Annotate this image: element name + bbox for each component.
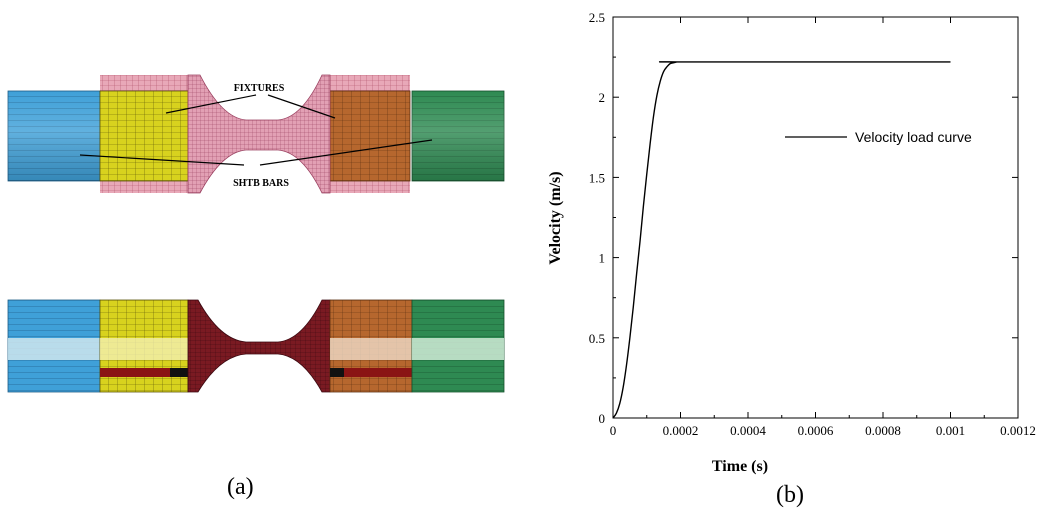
specimen-bottom	[187, 299, 331, 393]
x-tick-label: 0.0012	[1000, 423, 1036, 438]
y-tick-label: 1.5	[589, 170, 605, 185]
x-axis-label: Time (s)	[712, 458, 768, 475]
chart-axes	[612, 16, 1019, 419]
figure-b-caption: (b)	[776, 482, 804, 508]
x-tick-label: 0	[610, 423, 617, 438]
legend-label: Velocity load curve	[855, 129, 972, 145]
series-line-velocity	[612, 61, 951, 419]
fixtures-label: FIXTURES	[234, 83, 285, 94]
x-tick-label: 0.0002	[663, 423, 699, 438]
x-tick-label: 0.0004	[730, 423, 766, 438]
x-tick-label: 0.0008	[865, 423, 901, 438]
figure-a-panel: FIXTURES SHTB BARS (a)	[0, 0, 520, 516]
y-tick-label: 0	[599, 411, 606, 426]
specimen-top	[187, 74, 331, 194]
chart-ticks: 0 0.0002 0.0004 0.0006 0.0008 0.001 0.0012 0 0.5…	[589, 10, 1036, 438]
chart-series	[612, 61, 951, 419]
y-tick-label: 2	[599, 90, 606, 105]
x-tick-label: 0.001	[936, 423, 965, 438]
velocity-chart: 0 0.0002 0.0004 0.0006 0.0008 0.001 0.0012 0 0.5…	[547, 10, 1036, 475]
figure-b-panel: 0 0.0002 0.0004 0.0006 0.0008 0.001 0.0012 0 0.5…	[520, 0, 1044, 516]
y-axis-label: Velocity (m/s)	[547, 171, 564, 264]
y-tick-label: 2.5	[589, 10, 605, 25]
y-tick-label: 1	[599, 251, 606, 266]
fixture-right-top	[329, 90, 411, 182]
shtb-bars-label: SHTB BARS	[233, 178, 289, 189]
y-tick-label: 0.5	[589, 331, 605, 346]
fe-model-illustration: FIXTURES SHTB BARS	[7, 74, 505, 393]
chart-legend: Velocity load curve	[785, 129, 972, 145]
bottom-assembly	[7, 299, 505, 393]
plot-frame	[612, 16, 1019, 419]
fixture-left-top	[99, 90, 189, 182]
figure-a-caption: (a)	[227, 474, 254, 500]
leader-lines	[79, 94, 433, 166]
x-tick-label: 0.0006	[798, 423, 834, 438]
top-assembly: FIXTURES SHTB BARS	[7, 74, 505, 194]
